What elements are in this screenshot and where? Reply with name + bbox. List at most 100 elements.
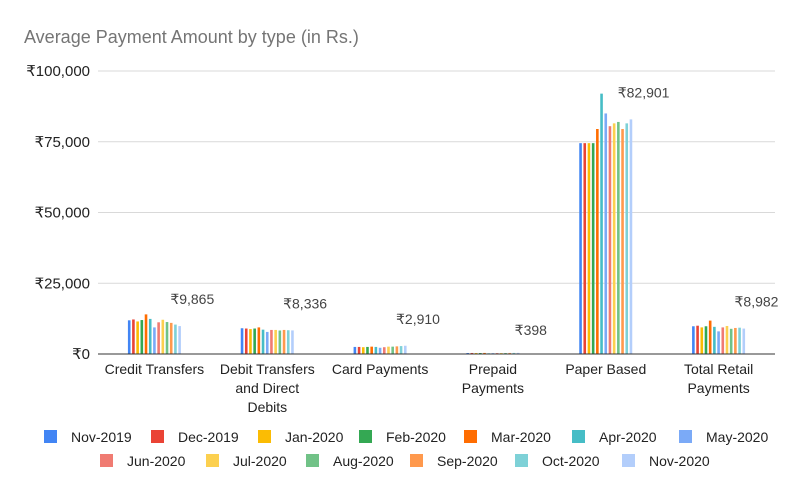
bar	[274, 329, 277, 354]
x-tick-label: Debit Transfers and Direct Debits	[220, 361, 315, 415]
data-label: ₹398	[515, 322, 547, 338]
bar	[470, 352, 474, 354]
bar	[261, 329, 265, 354]
data-label: ₹82,901	[618, 84, 670, 100]
bar	[144, 314, 148, 354]
bar	[600, 93, 603, 354]
bar	[178, 326, 181, 354]
bar	[729, 328, 733, 354]
gridlines	[98, 70, 775, 284]
bar	[286, 330, 290, 354]
bar	[591, 143, 595, 354]
bar	[387, 346, 390, 354]
bar	[249, 329, 252, 354]
legend-swatch	[515, 454, 528, 467]
bars	[127, 93, 746, 355]
data-label: ₹2,910	[396, 311, 440, 327]
bar	[621, 129, 624, 354]
legend-item: Apr-2020	[572, 429, 657, 445]
x-tick-label: Card Payments	[332, 361, 428, 377]
bar	[608, 126, 612, 355]
bar	[721, 327, 725, 354]
legend-label: Nov-2020	[649, 453, 710, 469]
bar	[700, 327, 704, 354]
bar	[378, 347, 382, 354]
bar	[161, 319, 165, 354]
legend-label: Dec-2019	[178, 429, 239, 445]
bar	[361, 347, 365, 354]
bar	[734, 327, 737, 354]
bar	[583, 143, 587, 354]
legend-item: Oct-2020	[515, 453, 600, 469]
legend-swatch	[622, 454, 635, 467]
bar	[704, 326, 708, 354]
y-tick-label: ₹75,000	[35, 134, 90, 151]
bar	[738, 327, 741, 354]
legend-swatch	[151, 430, 164, 443]
legend-item: Nov-2020	[622, 453, 710, 469]
bar	[153, 327, 156, 354]
bar	[717, 331, 720, 354]
legend-swatch	[44, 430, 57, 443]
bar	[713, 326, 716, 354]
bar	[725, 325, 729, 354]
data-label: ₹9,865	[170, 291, 214, 307]
legend-swatch	[258, 430, 271, 443]
legend-item: Jun-2020	[100, 453, 186, 469]
legend-swatch	[206, 454, 219, 467]
bar	[391, 346, 394, 354]
bar	[353, 346, 357, 354]
bar	[742, 328, 746, 354]
bar	[253, 328, 256, 354]
bar	[382, 347, 386, 354]
x-tick-label: Total Retail Payments	[684, 361, 753, 396]
bar	[174, 324, 177, 354]
bar	[483, 352, 486, 354]
legend-swatch	[306, 454, 319, 467]
bar	[370, 346, 373, 354]
bar	[265, 331, 269, 354]
legend-item: Nov-2019	[44, 429, 132, 445]
bar	[127, 320, 131, 354]
bar	[165, 322, 169, 354]
legend-swatch	[572, 430, 585, 443]
bar	[587, 143, 591, 354]
bar	[579, 143, 582, 354]
y-tick-label: ₹25,000	[35, 275, 90, 292]
legend-item: Jan-2020	[258, 429, 344, 445]
legend-swatch	[410, 454, 423, 467]
legend-swatch	[464, 430, 477, 443]
legend-label: Oct-2020	[542, 453, 600, 469]
chart-title: Average Payment Amount by type (in Rs.)	[24, 27, 359, 47]
bar	[395, 346, 399, 354]
bar	[270, 329, 273, 354]
bar	[282, 329, 286, 354]
legend-label: Sep-2020	[437, 453, 498, 469]
bar	[516, 352, 520, 354]
bar	[403, 345, 407, 354]
legend-item: Feb-2020	[359, 429, 446, 445]
bar	[692, 326, 695, 354]
bar	[366, 346, 369, 354]
x-tick-label: Prepaid Payments	[462, 361, 524, 396]
bar	[696, 325, 699, 354]
legend-item: Mar-2020	[464, 429, 551, 445]
data-label: ₹8,982	[735, 294, 779, 310]
bar	[708, 320, 712, 354]
data-labels: ₹9,865 ₹8,336 ₹2,910 ₹398 ₹82,901 ₹8,982	[170, 84, 779, 338]
legend-label: May-2020	[706, 429, 768, 445]
y-tick-label: ₹50,000	[35, 205, 90, 222]
legend-item: Sep-2020	[410, 453, 498, 469]
legend-label: Nov-2019	[71, 429, 132, 445]
y-axis-ticks: ₹0 ₹25,000 ₹50,000 ₹75,000 ₹100,000	[26, 63, 90, 363]
y-tick-label: ₹0	[72, 346, 90, 363]
bar	[374, 346, 378, 354]
bar	[140, 320, 144, 354]
legend-item: Aug-2020	[306, 453, 394, 469]
data-label: ₹8,336	[283, 295, 327, 311]
legend-item: Dec-2019	[151, 429, 239, 445]
bar	[357, 346, 361, 354]
legend-swatch	[679, 430, 692, 443]
legend-label: Feb-2020	[386, 429, 446, 445]
